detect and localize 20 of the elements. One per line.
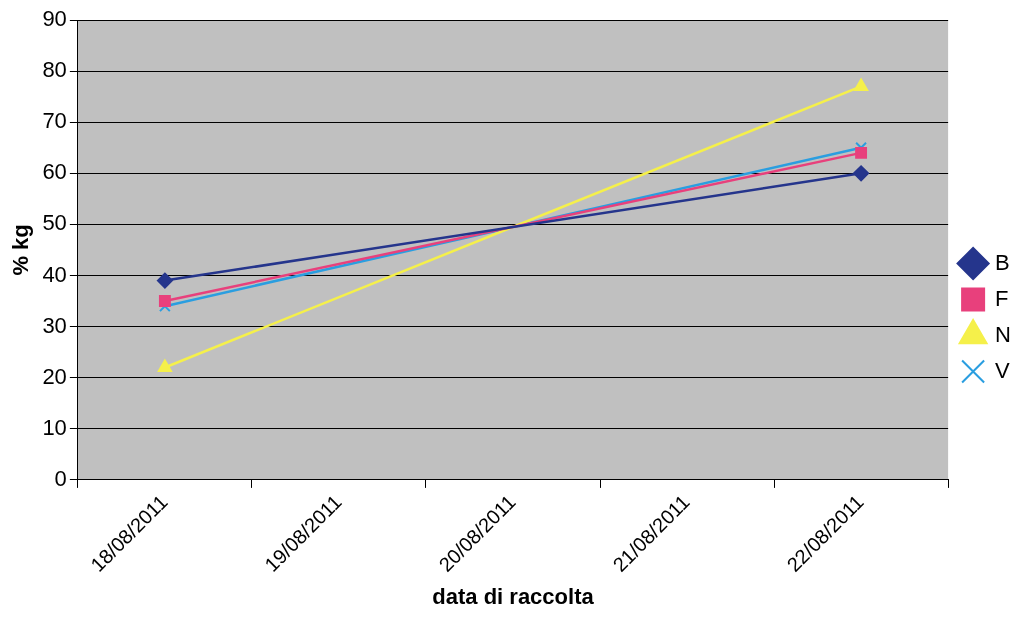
point (853, 165, 870, 182)
y-tick-label: 60 (42, 159, 67, 185)
y-tick-label: 50 (42, 210, 67, 236)
y-tick-label: 70 (42, 108, 67, 134)
legend-label: B (995, 249, 1010, 275)
y-tick-label: 10 (42, 414, 67, 440)
legend-label: F (995, 285, 1009, 311)
point (158, 295, 171, 307)
y-tick-label: 80 (42, 57, 67, 83)
y-tick-label: 30 (42, 312, 67, 338)
legend-label: N (995, 321, 1011, 347)
y-tick-label: 0 (54, 465, 67, 491)
y-tick-label: 20 (42, 363, 67, 389)
y-tick-label: 90 (42, 6, 67, 32)
y-axis-title: % kg (8, 224, 34, 276)
legend-label: V (995, 357, 1011, 383)
point (855, 146, 868, 159)
y-tick-label: 40 (42, 261, 67, 287)
point (156, 272, 173, 289)
x-axis-title: data di raccolta (432, 583, 595, 609)
